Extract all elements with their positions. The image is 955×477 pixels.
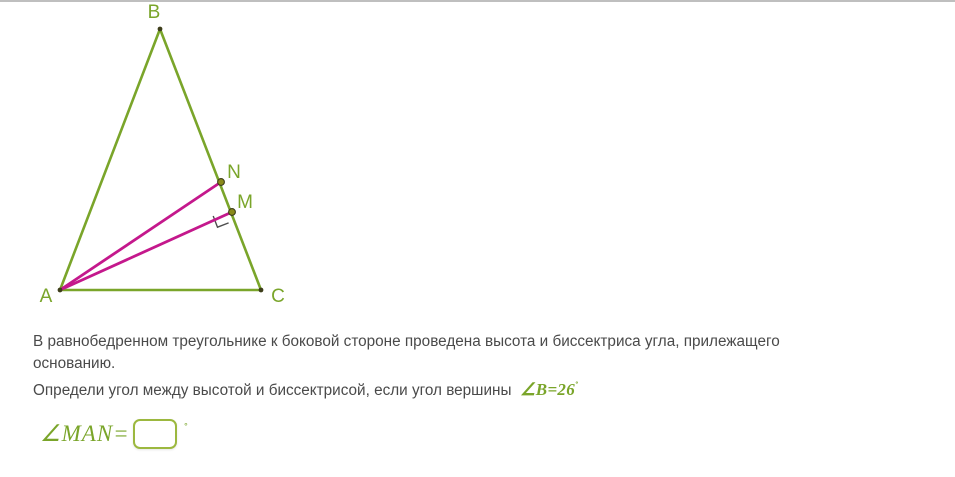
vertex-label-N: N: [227, 162, 241, 183]
answer-label: ∠MAN=: [40, 421, 130, 446]
altitude-AM: [58, 210, 234, 292]
given-angle-b: ∠B=26˚: [516, 380, 579, 399]
problem-line-3: Определи угол между высотой и биссектрис…: [33, 375, 923, 402]
vertex-dot-N: [217, 178, 225, 186]
problem-line-2: основанию.: [33, 355, 116, 372]
vertex-dot-M: [228, 208, 236, 216]
vertex-label-A: A: [40, 286, 53, 307]
side-AB: [58, 27, 162, 292]
answer-input[interactable]: [132, 419, 177, 449]
vertex-dot-C: [258, 287, 264, 293]
vertex-dot-A: [57, 287, 63, 293]
answer-degree-icon: ˚: [183, 420, 189, 435]
top-divider: [0, 0, 955, 2]
given-angle-b-value: ∠B=26: [520, 380, 576, 399]
problem-line-1: В равнобедренном треугольнике к боковой …: [33, 333, 780, 350]
vertex-label-B: B: [148, 2, 161, 23]
answer-row: ∠MAN= ˚: [40, 419, 188, 449]
problem-line-3-text: Определи угол между высотой и биссектрис…: [33, 382, 512, 399]
bisector-AN: [58, 180, 223, 292]
side-BC: [158, 27, 263, 292]
vertex-label-M: M: [237, 192, 253, 213]
vertex-label-C: C: [271, 286, 285, 307]
geometry-figure: B A C N M: [0, 2, 600, 322]
vertex-dot-B: [157, 26, 163, 32]
problem-statement: В равнобедренном треугольнике к боковой …: [33, 331, 923, 402]
degree-symbol-icon: ˚: [575, 380, 580, 392]
